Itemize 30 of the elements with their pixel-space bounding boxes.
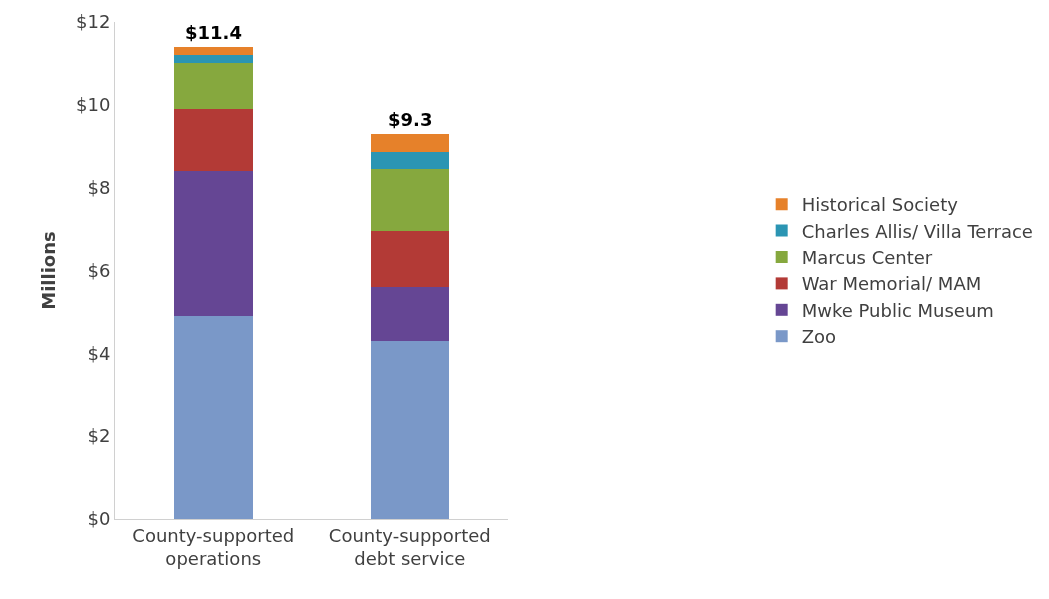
y-tick-label: $12 [76,11,111,33]
bar [173,46,253,56]
bar [173,108,253,172]
total-label: $9.3 [388,109,433,130]
bar [173,171,253,317]
y-tick-label: $8 [87,176,111,198]
y-tick-label: $0 [87,508,111,530]
legend-label: Zoo [801,326,837,348]
legend-label: Marcus Center [801,247,933,269]
bar [173,63,253,109]
y-axis-title: Millions [38,231,60,310]
bar [370,231,450,288]
legend-label: Mwke Public Museum [801,299,994,321]
bar [370,133,450,153]
legend-label: Charles Allis/ Villa Terrace [801,220,1033,242]
y-tick-label: $6 [87,259,111,281]
bar [370,169,450,232]
bar [370,287,450,341]
x-tick-label: County-supported debt service [328,524,491,569]
legend-label: War Memorial/ MAM [801,273,982,295]
bar [370,152,450,170]
x-tick-label: County-supported operations [132,524,295,569]
bar [173,316,253,519]
y-tick-label: $4 [87,342,111,364]
y-tick-label: $10 [76,94,111,116]
bar [370,340,450,519]
total-label: $11.4 [185,22,242,43]
y-tick-label: $2 [87,425,111,447]
bar [173,55,253,64]
legend-label: Historical Society [801,194,959,216]
